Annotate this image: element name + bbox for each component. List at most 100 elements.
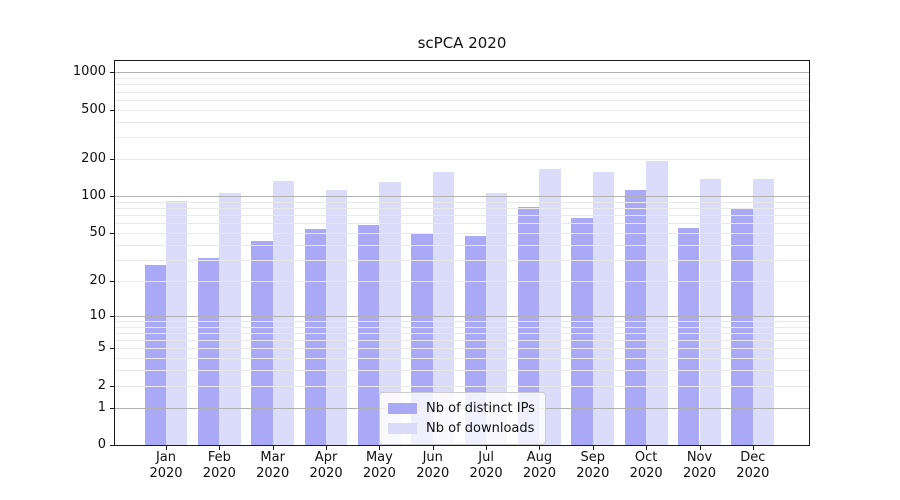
- bar-nb-of-distinct-ips-oct: [624, 190, 647, 445]
- x-tickmark: [700, 446, 701, 450]
- minor-gridline: [115, 280, 809, 282]
- major-gridline: [115, 196, 809, 198]
- x-tickmark: [273, 446, 274, 450]
- legend-label-distinct-ips: Nb of distinct IPs: [426, 400, 535, 416]
- y-tick-label: 100: [81, 188, 106, 204]
- y-tick-label: 5: [97, 340, 106, 356]
- legend-item-distinct-ips: Nb of distinct IPs: [388, 398, 535, 418]
- bars-layer: [115, 61, 809, 445]
- bar-nb-of-distinct-ips-feb: [197, 258, 220, 445]
- y-tick-label: 20: [89, 272, 106, 288]
- y-tick-label: 50: [89, 224, 106, 240]
- y-tick-label: 1000: [72, 64, 106, 80]
- bar-nb-of-downloads-apr: [326, 190, 348, 445]
- minor-gridline: [115, 84, 809, 86]
- x-tickmark: [753, 446, 754, 450]
- minor-gridline: [115, 259, 809, 261]
- minor-gridline: [115, 332, 809, 334]
- x-tickmark: [539, 446, 540, 450]
- x-tick-label: Dec 2020: [736, 450, 770, 481]
- minor-gridline: [115, 158, 809, 160]
- bar-nb-of-downloads-dec: [752, 179, 775, 445]
- y-tickmark: [110, 386, 114, 387]
- minor-gridline: [115, 121, 809, 123]
- y-tickmark: [110, 316, 114, 317]
- y-tickmark: [110, 196, 114, 197]
- x-tickmark: [379, 446, 380, 450]
- chart-title: scPCA 2020: [417, 34, 507, 52]
- bar-nb-of-downloads-feb: [219, 193, 241, 445]
- x-tick-label: Jun 2020: [416, 450, 450, 481]
- bar-nb-of-downloads-mar: [272, 180, 295, 445]
- bar-nb-of-downloads-oct: [646, 160, 668, 445]
- bar-nb-of-downloads-jan: [166, 200, 188, 445]
- minor-gridline: [115, 348, 809, 350]
- x-tickmark: [219, 446, 220, 450]
- minor-gridline: [115, 358, 809, 360]
- x-tickmark: [646, 446, 647, 450]
- grid-layer: [115, 61, 809, 445]
- plot-area: [114, 60, 810, 446]
- bar-nb-of-distinct-ips-may: [358, 225, 380, 445]
- minor-gridline: [115, 370, 809, 372]
- major-gridline: [115, 315, 809, 317]
- y-tick-label: 10: [89, 307, 106, 323]
- x-tickmark: [326, 446, 327, 450]
- bar-nb-of-distinct-ips-mar: [251, 240, 273, 445]
- y-tickmark: [110, 445, 114, 446]
- legend-label-downloads: Nb of downloads: [426, 420, 535, 436]
- x-tick-label: Sep 2020: [576, 450, 610, 481]
- y-tickmark: [110, 159, 114, 160]
- minor-gridline: [115, 340, 809, 341]
- bar-nb-of-downloads-nov: [699, 179, 721, 445]
- minor-gridline: [115, 208, 809, 209]
- minor-gridline: [115, 232, 809, 234]
- legend-swatch-distinct-ips-icon: [388, 402, 417, 414]
- minor-gridline: [115, 109, 809, 111]
- minor-gridline: [115, 320, 809, 322]
- y-tick-label: 1: [97, 399, 106, 415]
- y-tickmark: [110, 110, 114, 111]
- minor-gridline: [115, 91, 809, 93]
- x-tickmark: [486, 446, 487, 450]
- bar-nb-of-distinct-ips-sep: [571, 218, 593, 445]
- minor-gridline: [115, 78, 809, 79]
- x-tickmark: [593, 446, 594, 450]
- minor-gridline: [115, 223, 809, 225]
- bar-nb-of-distinct-ips-apr: [304, 228, 327, 445]
- minor-gridline: [115, 244, 809, 246]
- y-tickmark: [110, 281, 114, 282]
- y-tickmark: [110, 408, 114, 409]
- legend: Nb of distinct IPs Nb of downloads: [379, 392, 546, 445]
- bar-nb-of-distinct-ips-jan: [144, 265, 166, 445]
- minor-gridline: [115, 385, 809, 387]
- bar-nb-of-downloads-sep: [592, 171, 615, 445]
- x-tick-label: Feb 2020: [202, 450, 236, 481]
- minor-gridline: [115, 326, 809, 328]
- x-tickmark: [433, 446, 434, 450]
- x-tick-label: May 2020: [362, 450, 396, 481]
- bar-nb-of-distinct-ips-nov: [678, 227, 700, 445]
- y-tick-label: 500: [81, 101, 106, 117]
- major-gridline: [115, 72, 809, 74]
- minor-gridline: [115, 99, 809, 101]
- x-tick-label: Jul 2020: [469, 450, 503, 481]
- y-tick-label: 200: [81, 150, 106, 166]
- y-tick-label: 2: [97, 377, 106, 393]
- y-tick-label: 0: [97, 437, 106, 452]
- y-tickmark: [110, 233, 114, 234]
- x-tick-label: Jan 2020: [149, 450, 183, 481]
- minor-gridline: [115, 201, 809, 203]
- legend-item-downloads: Nb of downloads: [388, 418, 535, 438]
- x-tick-label: Apr 2020: [309, 450, 343, 481]
- x-tick-label: Mar 2020: [256, 450, 290, 481]
- x-tickmark: [166, 446, 167, 450]
- x-tick-label: Oct 2020: [629, 450, 663, 481]
- legend-swatch-downloads-icon: [388, 422, 417, 434]
- bar-nb-of-distinct-ips-dec: [731, 207, 753, 445]
- minor-gridline: [115, 137, 809, 139]
- y-tickmark: [110, 72, 114, 73]
- x-tick-label: Nov 2020: [682, 450, 717, 481]
- y-tickmark: [110, 348, 114, 349]
